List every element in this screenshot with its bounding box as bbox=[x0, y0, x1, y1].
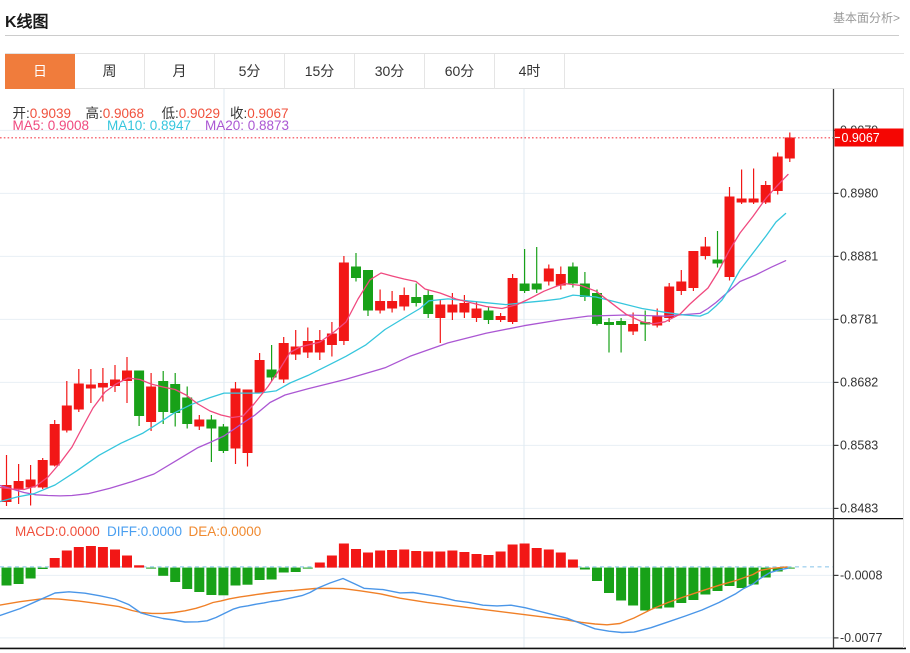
svg-text:-0.0077: -0.0077 bbox=[840, 631, 882, 645]
svg-text:0.8980: 0.8980 bbox=[840, 187, 878, 201]
svg-text:0.8682: 0.8682 bbox=[840, 376, 878, 390]
svg-text:0.8881: 0.8881 bbox=[840, 250, 878, 264]
svg-text:0.8483: 0.8483 bbox=[840, 502, 878, 516]
svg-text:-0.0008: -0.0008 bbox=[840, 569, 882, 583]
svg-text:0.8781: 0.8781 bbox=[840, 313, 878, 327]
svg-text:0.9067: 0.9067 bbox=[842, 131, 880, 145]
svg-text:0.8583: 0.8583 bbox=[840, 439, 878, 453]
